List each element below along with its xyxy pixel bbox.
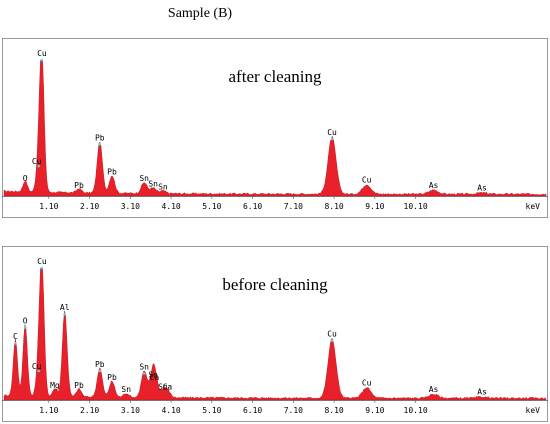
x-tick-label: 4.10 bbox=[161, 202, 180, 211]
peak-marker bbox=[37, 164, 40, 168]
peak-marker bbox=[98, 143, 102, 146]
x-tick-label: 5.10 bbox=[202, 202, 221, 211]
peak-label: Cu bbox=[327, 128, 337, 137]
x-tick-label: 2.10 bbox=[80, 202, 99, 211]
x-tick-label: 4.10 bbox=[161, 406, 180, 415]
spectrum-area bbox=[3, 59, 547, 197]
chart-title: after cleaning bbox=[229, 67, 322, 86]
peak-label: Al bbox=[60, 303, 70, 312]
x-tick-label: 7.10 bbox=[284, 202, 303, 211]
peak-label: Sn bbox=[148, 180, 158, 189]
peak-marker bbox=[63, 312, 67, 316]
panel-frame bbox=[2, 38, 548, 218]
x-tick-label: 6.10 bbox=[243, 406, 262, 415]
peak-marker bbox=[330, 137, 334, 141]
x-tick-label: 3.10 bbox=[121, 202, 140, 211]
peak-label: Cu bbox=[362, 175, 372, 184]
x-tick-label: 6.10 bbox=[243, 202, 262, 211]
peak-label: Sn bbox=[148, 371, 158, 380]
peak-label: Pb bbox=[95, 133, 105, 142]
peak-label: Cu bbox=[32, 157, 42, 166]
panel-frame bbox=[2, 246, 548, 422]
spectrum-panel-after: after cleaning O Cu Cu Pb Pb Pb Sn Sn Sn Cu Cu As As 1… bbox=[2, 38, 548, 218]
peak-label: Cu bbox=[37, 257, 47, 266]
peak-marker bbox=[23, 326, 27, 329]
peak-marker bbox=[330, 339, 334, 342]
x-tick-label: 7.10 bbox=[284, 406, 303, 415]
peak-label: Ca bbox=[150, 373, 160, 382]
spectrum-panel-before: before cleaning C O Cu Cu Mg Al Pb Pb Pb Sn Sn Sn Ca C… bbox=[2, 246, 548, 422]
peak-label: Cu bbox=[327, 330, 337, 339]
peak-label: C bbox=[13, 332, 18, 341]
peak-label: Cu bbox=[32, 362, 42, 371]
figure-caption: Sample (B) bbox=[167, 6, 233, 21]
peak-label: Ca bbox=[163, 382, 173, 391]
x-tick-label: 2.10 bbox=[80, 406, 99, 415]
peak-label: Mg bbox=[50, 381, 60, 390]
peak-label: O bbox=[23, 316, 28, 325]
peak-label: Sn bbox=[158, 382, 168, 391]
peak-label: Sn bbox=[139, 174, 149, 183]
peak-label: Pb bbox=[74, 381, 84, 390]
x-tick-label: 9.10 bbox=[365, 406, 384, 415]
peak-label: As bbox=[477, 184, 487, 193]
x-tick-label: 10.10 bbox=[404, 202, 428, 211]
chart-title: before cleaning bbox=[222, 275, 328, 294]
spectrum-chart-before: before cleaningCOCuCuMgAlPbPbPbSnSnSnCaC… bbox=[2, 246, 548, 422]
peak-label: Cu bbox=[362, 378, 372, 387]
x-tick-label: 1.10 bbox=[39, 202, 58, 211]
peak-marker bbox=[40, 58, 44, 62]
peak-label: As bbox=[429, 181, 439, 190]
peak-marker bbox=[98, 369, 102, 373]
peak-label: Sn bbox=[121, 385, 131, 394]
x-axis-label: keV bbox=[526, 406, 541, 415]
peak-marker bbox=[142, 372, 146, 375]
peak-label: Pb bbox=[107, 373, 117, 382]
peak-marker bbox=[40, 266, 44, 270]
peak-label: As bbox=[429, 385, 439, 394]
peak-marker bbox=[14, 341, 17, 345]
x-tick-label: 10.10 bbox=[404, 406, 428, 415]
x-tick-label: 5.10 bbox=[202, 406, 221, 415]
x-axis-label: keV bbox=[526, 202, 541, 211]
peak-marker bbox=[37, 369, 40, 373]
peak-label: Sn bbox=[139, 363, 149, 372]
spectrum-area bbox=[3, 267, 547, 401]
peak-label: Cu bbox=[37, 49, 47, 58]
peak-label: As bbox=[477, 388, 487, 397]
peak-label: Sn bbox=[158, 182, 168, 191]
x-tick-label: 9.10 bbox=[365, 202, 384, 211]
x-tick-label: 8.10 bbox=[324, 406, 343, 415]
peak-label: Pb bbox=[107, 167, 117, 176]
x-tick-label: 3.10 bbox=[121, 406, 140, 415]
x-tick-label: 8.10 bbox=[324, 202, 343, 211]
peak-label: Pb bbox=[95, 360, 105, 369]
x-tick-label: 1.10 bbox=[39, 406, 58, 415]
peak-label: O bbox=[23, 174, 28, 183]
peak-label: Pb bbox=[74, 181, 84, 190]
